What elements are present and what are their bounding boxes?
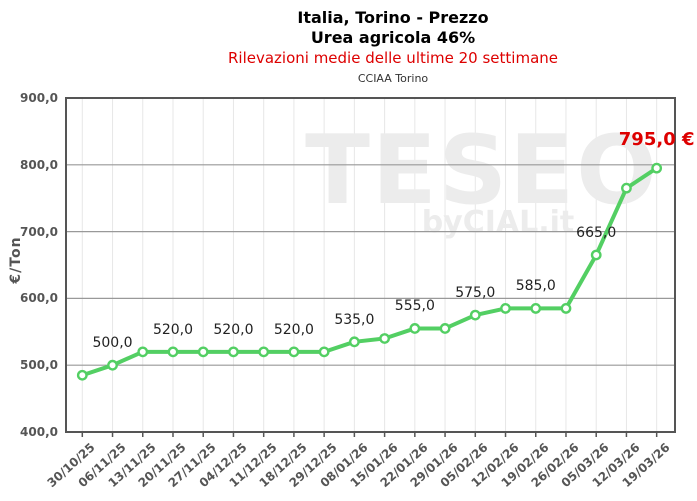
- data-point: [651, 162, 663, 174]
- chart-source: CCIAA Torino: [357, 72, 429, 85]
- data-point: [621, 182, 632, 194]
- plot-border: [65, 97, 676, 433]
- data-point: [439, 323, 451, 334]
- data-point: [107, 359, 118, 371]
- chart-header: Italia, Torino - Prezzo Urea agricola 46…: [90, 8, 696, 85]
- watermark-sub: byCIAL.it: [422, 205, 575, 240]
- data-point: [379, 333, 390, 344]
- data-point: [76, 369, 88, 381]
- data-point-label: 520,0: [273, 321, 314, 338]
- data-point: [258, 346, 270, 358]
- chart-subtitle-period: Rilevazioni medie delle ultime 20 settim…: [227, 49, 559, 67]
- y-tick-label: 400,0: [20, 425, 58, 439]
- data-point-label: 500,0: [92, 335, 133, 352]
- watermark-brand: TESEO: [305, 116, 659, 226]
- data-point-label: 665,0: [576, 224, 617, 241]
- data-point: [348, 336, 360, 348]
- data-point: [167, 346, 179, 358]
- data-point: [469, 309, 481, 321]
- y-tick-label: 800,0: [20, 157, 58, 172]
- data-point: [288, 346, 300, 358]
- y-tick-label: 900,0: [20, 91, 58, 105]
- data-point-label: 575,0: [455, 285, 496, 302]
- data-point: [409, 323, 421, 334]
- y-tick-label: 500,0: [20, 358, 58, 373]
- last-price-label: 795,0 €: [618, 129, 695, 151]
- y-tick-label: 700,0: [20, 224, 58, 239]
- chart-title-line1: Italia, Torino - Prezzo: [297, 8, 489, 27]
- data-point: [228, 346, 239, 358]
- data-point-label: 535,0: [334, 311, 375, 328]
- data-point-label: 585,0: [515, 278, 556, 295]
- data-point-label: 520,0: [213, 321, 254, 338]
- data-point: [318, 346, 330, 358]
- data-point: [560, 303, 572, 314]
- chart-title-line2: Urea agricola 46%: [310, 28, 476, 47]
- data-point: [590, 249, 602, 261]
- data-point: [197, 346, 209, 358]
- data-point-label: 555,0: [394, 298, 435, 315]
- data-point: [500, 303, 511, 314]
- data-point-label: 520,0: [152, 321, 194, 338]
- data-point: [137, 346, 149, 358]
- data-point: [530, 303, 542, 314]
- y-tick-label: 600,0: [20, 291, 58, 306]
